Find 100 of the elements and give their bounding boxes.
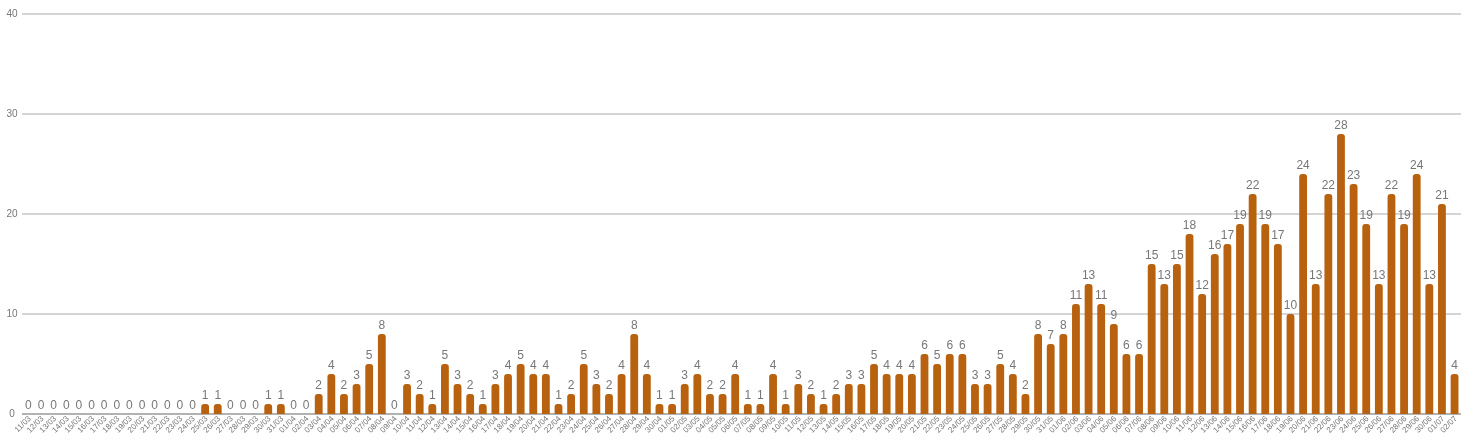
data-label: 4 [908, 358, 916, 372]
data-label: 6 [946, 338, 954, 352]
data-label: 1 [668, 388, 676, 402]
data-label: 18 [1182, 218, 1197, 232]
data-label: 23 [1346, 168, 1361, 182]
bar [1059, 334, 1068, 414]
data-label: 3 [794, 368, 802, 382]
data-label: 3 [971, 368, 979, 382]
bar [642, 374, 651, 414]
data-label: 4 [1451, 358, 1459, 372]
y-tick-label: 40 [6, 8, 18, 19]
data-label: 3 [681, 368, 689, 382]
data-label: 0 [239, 398, 247, 412]
bar [807, 394, 815, 414]
data-label: 22 [1384, 178, 1399, 192]
data-label: 3 [858, 368, 866, 382]
bar [1438, 204, 1446, 414]
bar [1261, 224, 1270, 414]
data-label: 0 [75, 398, 83, 412]
data-label: 1 [555, 388, 563, 402]
bar [1223, 244, 1232, 414]
data-label: 0 [163, 398, 171, 412]
bar [920, 354, 929, 414]
data-label: 2 [315, 378, 323, 392]
data-label: 10 [1283, 298, 1298, 312]
data-label: 0 [138, 398, 146, 412]
data-label: 1 [656, 388, 664, 402]
data-label: 16 [1208, 238, 1222, 252]
bar [1147, 264, 1156, 414]
bar [579, 364, 588, 414]
data-label: 8 [1034, 318, 1042, 332]
data-label: 8 [630, 318, 638, 332]
data-label: 19 [1258, 208, 1273, 222]
bar [983, 384, 992, 414]
bar [1034, 334, 1042, 414]
data-label: 13 [1081, 268, 1096, 282]
bar [365, 364, 374, 414]
bar [504, 374, 512, 414]
data-label: 3 [593, 368, 601, 382]
data-label: 2 [719, 378, 727, 392]
bar [1173, 264, 1181, 414]
y-tick-label: 10 [6, 308, 18, 319]
data-label: 0 [62, 398, 70, 412]
data-label: 13 [1157, 268, 1172, 282]
data-label: 2 [706, 378, 714, 392]
data-label: 2 [567, 378, 575, 392]
bar [1072, 304, 1080, 414]
data-label: 2 [1022, 378, 1030, 392]
data-label: 0 [189, 398, 197, 412]
data-label: 15 [1144, 248, 1159, 262]
data-label: 1 [820, 388, 828, 402]
bar [933, 364, 942, 414]
data-label: 3 [353, 368, 361, 382]
bar [529, 374, 538, 414]
data-label: 4 [883, 358, 891, 372]
bar [1349, 184, 1358, 414]
bar [1400, 224, 1408, 414]
y-tick-label: 20 [6, 208, 18, 219]
data-label: 6 [959, 338, 967, 352]
data-label: 19 [1359, 208, 1374, 222]
data-label: 5 [996, 348, 1004, 362]
bar [1286, 314, 1295, 414]
bar [1097, 304, 1106, 414]
data-label: 19 [1233, 208, 1248, 222]
data-label: 5 [517, 348, 525, 362]
bar [1210, 254, 1219, 414]
data-label: 3 [403, 368, 411, 382]
data-label: 4 [618, 358, 626, 372]
bar [415, 394, 424, 414]
data-label: 0 [88, 398, 96, 412]
bar [1387, 194, 1396, 414]
data-label: 4 [529, 358, 537, 372]
data-label: 2 [340, 378, 348, 392]
bar [1412, 174, 1421, 414]
data-label: 0 [37, 398, 45, 412]
bar [453, 384, 462, 414]
bar [680, 384, 689, 414]
y-tick-label: 0 [9, 408, 16, 419]
data-label: 19 [1397, 208, 1412, 222]
bar [541, 374, 550, 414]
data-label: 17 [1271, 228, 1285, 242]
bar [352, 384, 361, 414]
bar [1362, 224, 1371, 414]
data-label: 1 [264, 388, 272, 402]
bar [1084, 284, 1093, 414]
bar [1185, 234, 1194, 414]
data-label: 13 [1372, 268, 1386, 282]
data-label: 4 [327, 358, 335, 372]
data-label: 21 [1435, 188, 1449, 202]
data-label: 0 [50, 398, 58, 412]
data-label: 11 [1069, 288, 1083, 302]
data-label: 6 [1123, 338, 1131, 352]
bar [1425, 284, 1434, 414]
bar [706, 394, 714, 414]
bar [592, 384, 601, 414]
data-label: 8 [1059, 318, 1067, 332]
data-label: 0 [25, 398, 33, 412]
bar [693, 374, 702, 414]
data-label: 5 [870, 348, 878, 362]
data-label: 1 [479, 388, 487, 402]
